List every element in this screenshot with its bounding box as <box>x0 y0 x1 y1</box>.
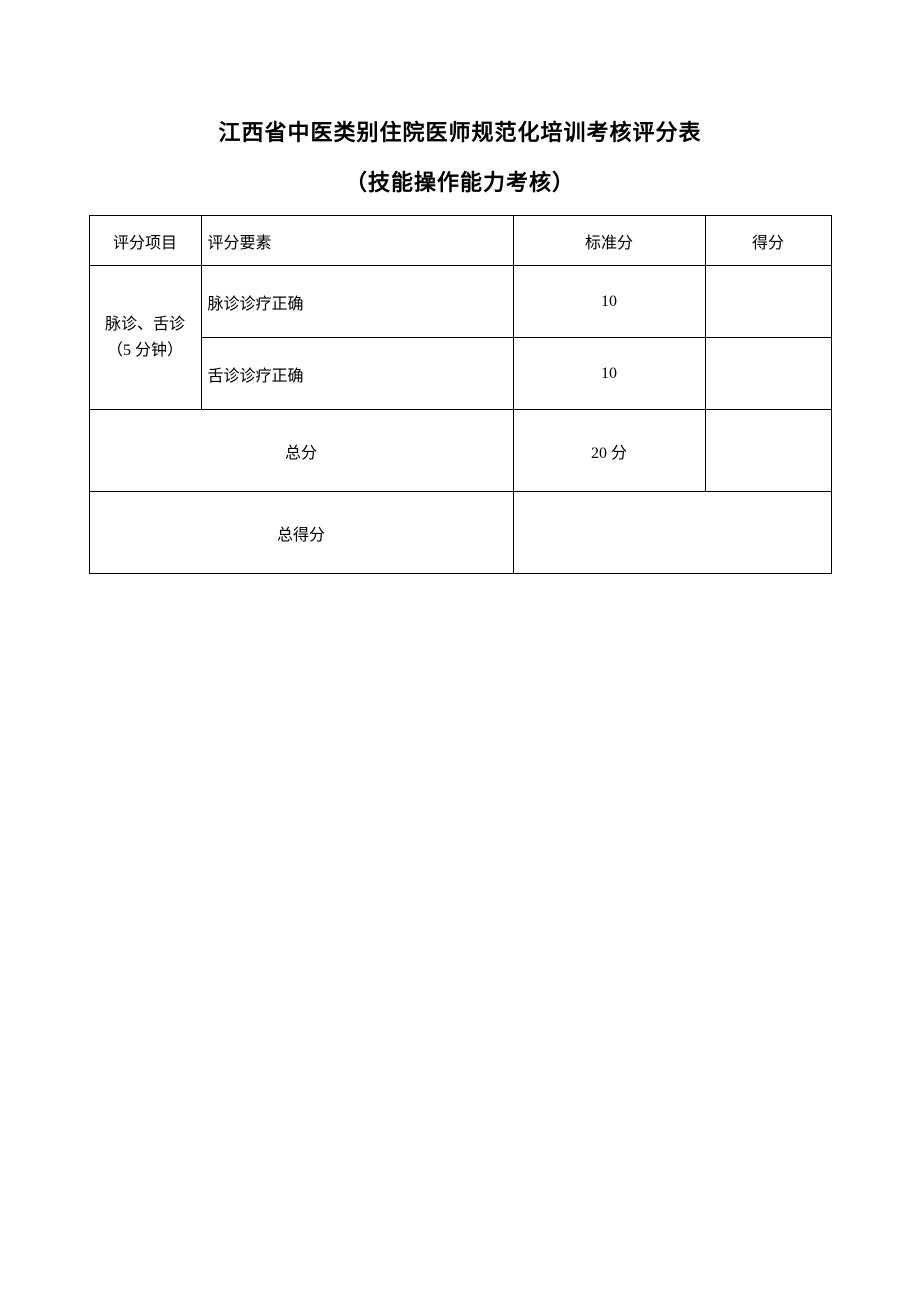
title-block: 江西省中医类别住院医师规范化培训考核评分表 （技能操作能力考核） <box>0 115 920 197</box>
score-cell <box>705 266 831 338</box>
item-label-line2: （5 分钟） <box>107 342 183 359</box>
element-cell: 脉诊诊疗正确 <box>201 266 513 338</box>
grand-total-label-cell: 总得分 <box>89 492 513 574</box>
standard-cell: 10 <box>513 338 705 410</box>
grand-total-value-cell <box>513 492 831 574</box>
header-element: 评分要素 <box>201 216 513 266</box>
main-title: 江西省中医类别住院医师规范化培训考核评分表 <box>0 115 920 147</box>
total-standard-cell: 20 分 <box>513 410 705 492</box>
table-header-row: 评分项目 评分要素 标准分 得分 <box>89 216 831 266</box>
sub-title: （技能操作能力考核） <box>0 165 920 197</box>
header-item: 评分项目 <box>89 216 201 266</box>
item-cell: 脉诊、舌诊 （5 分钟） <box>89 266 201 410</box>
table-row: 脉诊、舌诊 （5 分钟） 脉诊诊疗正确 10 <box>89 266 831 338</box>
element-cell: 舌诊诊疗正确 <box>201 338 513 410</box>
header-standard: 标准分 <box>513 216 705 266</box>
table-row: 舌诊诊疗正确 10 <box>89 338 831 410</box>
total-label-cell: 总分 <box>89 410 513 492</box>
score-table: 评分项目 评分要素 标准分 得分 脉诊、舌诊 （5 分钟） 脉诊诊疗正确 10 … <box>89 215 832 574</box>
score-cell <box>705 338 831 410</box>
total-score-cell <box>705 410 831 492</box>
standard-cell: 10 <box>513 266 705 338</box>
total-row: 总分 20 分 <box>89 410 831 492</box>
item-label-line1: 脉诊、舌诊 <box>105 316 185 333</box>
header-score: 得分 <box>705 216 831 266</box>
grand-total-row: 总得分 <box>89 492 831 574</box>
